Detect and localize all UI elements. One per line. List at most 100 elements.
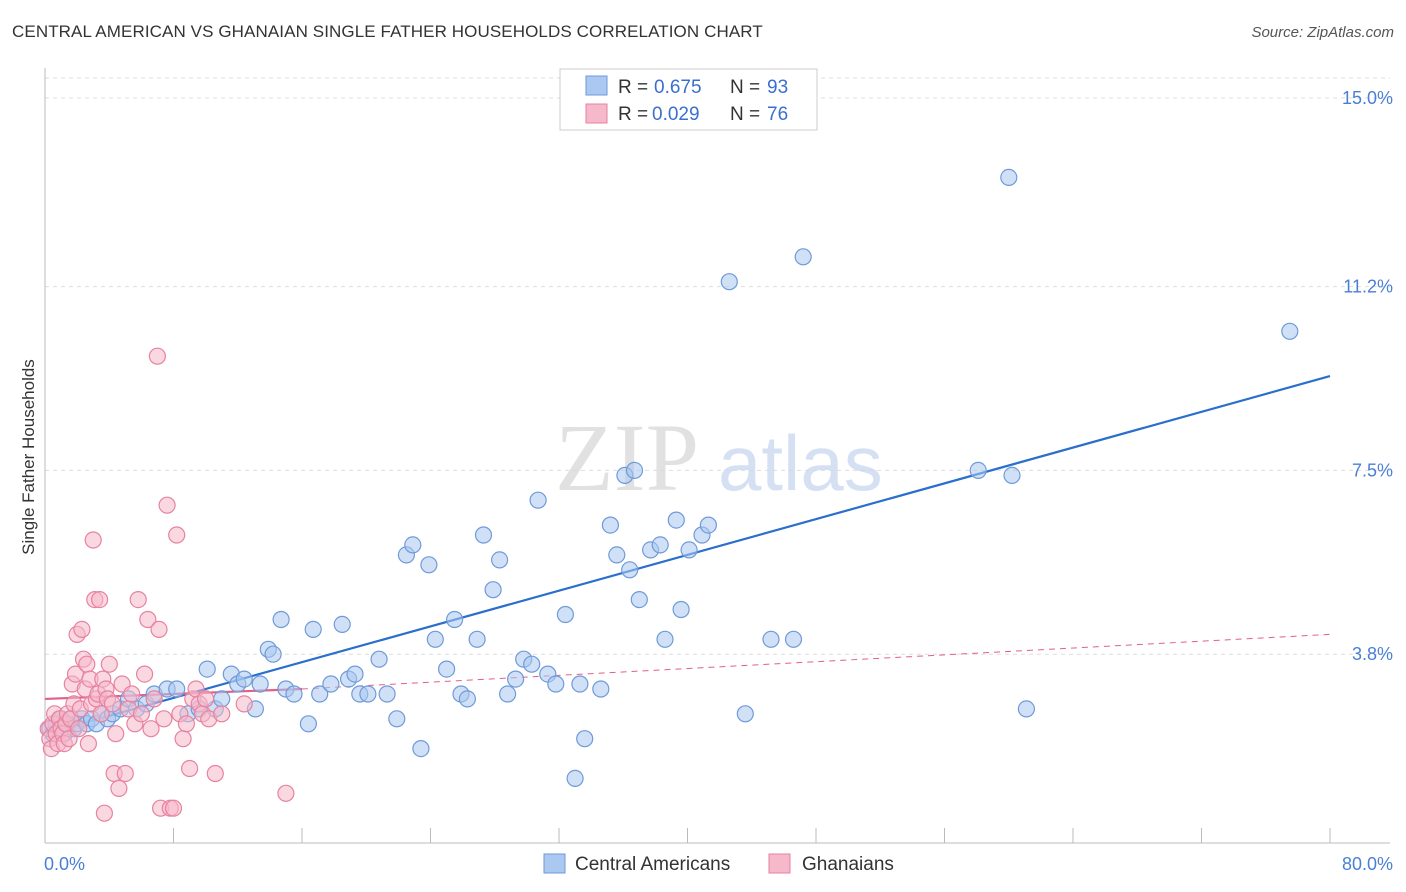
y-tick-label-1: 7.5% — [1352, 460, 1393, 480]
central-american-point-85 — [667, 511, 685, 529]
legend-r-label-1: R = — [618, 77, 648, 98]
ghanaian-point-74 — [235, 695, 253, 713]
central-american-point-70 — [547, 675, 565, 693]
ghanaian-point-41 — [107, 725, 125, 743]
central-american-point-67 — [523, 655, 541, 673]
central-american-point-97 — [1003, 466, 1021, 484]
central-american-point-84 — [656, 630, 674, 648]
central-american-point-64 — [499, 685, 517, 703]
ghanaian-point-70 — [197, 690, 215, 708]
central-american-point-80 — [625, 461, 644, 479]
central-american-point-26 — [198, 660, 216, 678]
central-american-point-48 — [370, 650, 388, 668]
central-american-point-42 — [322, 675, 340, 693]
legend-r-value-1: 0.675 — [654, 77, 702, 98]
central-american-point-62 — [484, 581, 502, 599]
central-american-point-83 — [651, 536, 669, 554]
central-american-point-43 — [333, 615, 351, 634]
ghanaian-point-38 — [100, 655, 118, 673]
y-tick-label-3: 15.0% — [1342, 88, 1393, 108]
central-american-point-38 — [285, 685, 303, 703]
central-american-point-79 — [621, 561, 639, 579]
central-american-point-63 — [491, 551, 509, 569]
points — [39, 168, 1299, 822]
ghanaian-point-55 — [150, 620, 168, 639]
ghanaian-point-58 — [158, 496, 176, 514]
central-american-point-59 — [458, 690, 476, 708]
central-american-point-73 — [571, 675, 589, 693]
y-axis-label: Single Father Households — [19, 359, 38, 555]
ghanaian-point-25 — [79, 734, 98, 753]
x-tick-labels: 0.0% 80.0% — [44, 854, 1393, 874]
bottom-legend-label-pink: Ghanaians — [802, 854, 894, 875]
legend-n-value-2: 76 — [767, 104, 788, 125]
bottom-legend: Central Americans Ghanaians — [543, 853, 894, 875]
ghanaian-point-50 — [136, 665, 154, 683]
central-american-point-45 — [346, 665, 364, 683]
central-american-point-76 — [601, 516, 620, 534]
central-american-point-89 — [699, 516, 718, 534]
watermark: ZIP atlas — [555, 404, 883, 511]
central-american-point-96 — [1000, 168, 1018, 186]
ghanaian-point-57 — [155, 710, 173, 728]
ghanaian-point-64 — [177, 715, 195, 733]
x-tick-label-max: 80.0% — [1342, 854, 1393, 874]
axes — [44, 68, 1390, 844]
bottom-legend-swatch-blue — [543, 853, 566, 874]
central-american-point-98 — [1017, 700, 1036, 718]
central-american-point-56 — [438, 660, 456, 678]
central-american-point-75 — [592, 680, 610, 698]
central-american-point-53 — [412, 739, 430, 758]
legend-n-label-1: N = — [730, 77, 760, 98]
ghanaian-point-54 — [148, 347, 166, 365]
bottom-legend-label-blue: Central Americans — [575, 854, 730, 875]
central-american-point-35 — [264, 645, 282, 663]
central-american-point-99 — [1281, 322, 1299, 340]
central-american-point-55 — [426, 630, 444, 648]
central-american-point-61 — [474, 526, 493, 544]
central-american-point-52 — [404, 536, 422, 554]
legend-n-label-2: N = — [730, 104, 760, 125]
central-american-point-81 — [630, 590, 648, 609]
watermark-atlas: atlas — [718, 419, 883, 507]
central-american-point-49 — [378, 685, 396, 703]
trend-line-ghanaians-dashed — [301, 633, 1331, 690]
central-american-point-40 — [304, 620, 322, 639]
central-american-point-74 — [576, 730, 594, 748]
central-american-point-50 — [388, 710, 406, 728]
ghanaian-point-33 — [92, 705, 110, 723]
x-tick-label-min: 0.0% — [44, 854, 85, 874]
ghanaian-point-24 — [78, 655, 96, 673]
central-american-point-65 — [506, 670, 525, 688]
ghanaian-point-46 — [123, 685, 141, 703]
ghanaian-point-49 — [132, 705, 150, 723]
ghanaian-point-35 — [95, 804, 114, 822]
ghanaian-point-75 — [277, 784, 295, 802]
central-american-point-31 — [235, 670, 253, 688]
central-american-point-86 — [672, 600, 690, 619]
central-american-point-94 — [794, 248, 812, 266]
central-american-point-92 — [762, 630, 780, 648]
ghanaian-point-60 — [164, 799, 183, 817]
central-american-point-95 — [969, 461, 987, 479]
ghanaian-point-63 — [174, 730, 192, 748]
ghanaian-point-48 — [129, 590, 147, 609]
central-american-point-47 — [359, 685, 377, 703]
central-american-point-39 — [299, 715, 317, 733]
ghanaian-point-73 — [213, 705, 231, 723]
central-american-point-72 — [566, 769, 584, 788]
central-american-point-93 — [784, 630, 803, 648]
ghanaian-point-42 — [110, 779, 128, 798]
central-american-point-54 — [420, 556, 438, 574]
ghanaian-point-21 — [73, 620, 91, 639]
ghanaian-point-39 — [103, 695, 122, 713]
y-tick-labels: 3.8% 7.5% 11.2% 15.0% — [1342, 88, 1393, 664]
watermark-zip: ZIP — [555, 404, 699, 511]
central-american-point-41 — [311, 685, 329, 703]
bottom-legend-swatch-pink — [768, 853, 791, 874]
gridlines — [45, 77, 1390, 655]
chart-title: CENTRAL AMERICAN VS GHANAIAN SINGLE FATH… — [12, 22, 763, 41]
central-american-point-68 — [529, 491, 547, 509]
legend-swatch-blue — [585, 75, 608, 96]
